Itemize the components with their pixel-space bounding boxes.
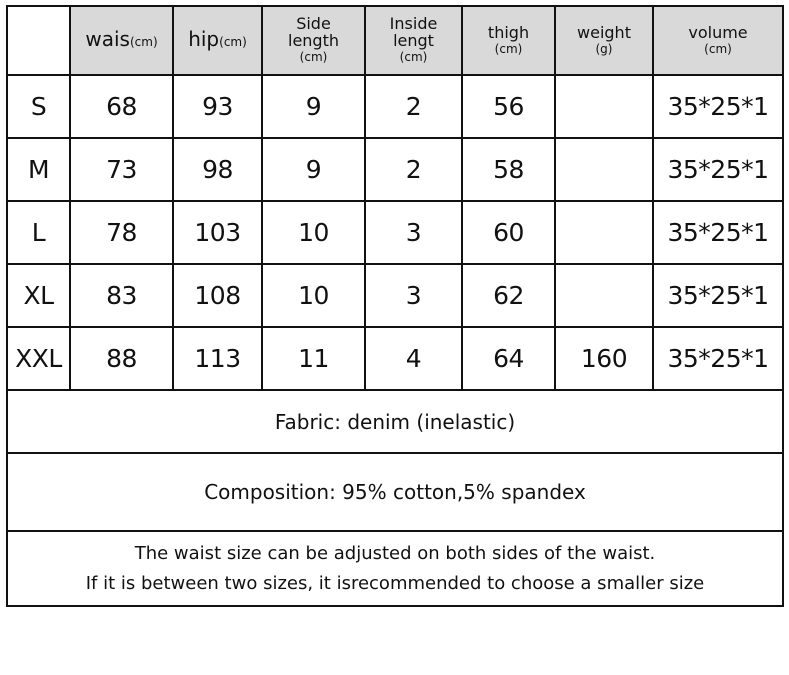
header-side-length: Side length (cm) (261, 5, 366, 76)
table-row: L 78 103 10 3 60 35*25*1 (6, 200, 784, 265)
cell-thigh: 60 (461, 200, 556, 265)
header-label: hip (188, 26, 220, 51)
header-unit: (cm) (399, 50, 428, 64)
cell-hip: 93 (172, 74, 263, 139)
header-label: weight (577, 22, 631, 42)
header-label: volume (688, 22, 748, 42)
header-unit: (cm) (704, 41, 732, 56)
cell-size: L (6, 200, 71, 265)
header-unit: (cm) (219, 34, 247, 49)
cell-hip: 108 (172, 263, 263, 328)
header-unit: (g) (595, 41, 613, 56)
cell-side-length: 9 (261, 74, 366, 139)
cell-waist: 68 (69, 74, 174, 139)
cell-volume: 35*25*1 (652, 137, 784, 202)
header-row: wais(cm) hip(cm) Side length (cm) Inside le… (6, 5, 784, 76)
cell-size: M (6, 137, 71, 202)
cell-volume: 35*25*1 (652, 263, 784, 328)
cell-waist: 88 (69, 326, 174, 391)
header-label: wais (85, 26, 130, 51)
cell-weight (554, 263, 654, 328)
cell-hip: 103 (172, 200, 263, 265)
cell-side-length: 10 (261, 200, 366, 265)
cell-hip: 98 (172, 137, 263, 202)
cell-inside-length: 3 (364, 263, 463, 328)
cell-volume: 35*25*1 (652, 74, 784, 139)
cell-waist: 73 (69, 137, 174, 202)
header-unit: (cm) (299, 50, 328, 64)
header-inside-length: Inside lengt (cm) (364, 5, 463, 76)
cell-side-length: 9 (261, 137, 366, 202)
cell-thigh: 58 (461, 137, 556, 202)
header-volume: volume (cm) (652, 5, 784, 76)
cell-side-length: 11 (261, 326, 366, 391)
cell-thigh: 62 (461, 263, 556, 328)
header-unit: (cm) (129, 34, 158, 49)
cell-inside-length: 2 (364, 137, 463, 202)
cell-waist: 83 (69, 263, 174, 328)
cell-side-length: 10 (261, 263, 366, 328)
header-waist: wais(cm) (69, 5, 174, 76)
cell-weight (554, 200, 654, 265)
cell-size: XXL (6, 326, 71, 391)
cell-hip: 113 (172, 326, 263, 391)
cell-waist: 78 (69, 200, 174, 265)
size-chart-table: wais(cm) hip(cm) Side length (cm) Inside le… (6, 5, 784, 607)
fabric-info: Fabric: denim (inelastic) (6, 389, 784, 454)
cell-volume: 35*25*1 (652, 200, 784, 265)
composition-info: Composition: 95% cotton,5% spandex (6, 452, 784, 532)
cell-weight: 160 (554, 326, 654, 391)
cell-inside-length: 2 (364, 74, 463, 139)
header-label: Inside (389, 14, 438, 33)
cell-thigh: 56 (461, 74, 556, 139)
cell-weight (554, 74, 654, 139)
header-thigh: thigh (cm) (461, 5, 556, 76)
table-row: XL 83 108 10 3 62 35*25*1 (6, 263, 784, 328)
note-line: If it is between two sizes, it isrecomme… (85, 572, 705, 594)
cell-size: S (6, 74, 71, 139)
header-label: Side (296, 14, 331, 33)
header-hip: hip(cm) (172, 5, 263, 76)
cell-weight (554, 137, 654, 202)
sizing-note: The waist size can be adjusted on both s… (6, 530, 784, 607)
cell-inside-length: 4 (364, 326, 463, 391)
note-line: The waist size can be adjusted on both s… (134, 542, 656, 564)
header-weight: weight (g) (554, 5, 654, 76)
table-row: XXL 88 113 11 4 64 160 35*25*1 (6, 326, 784, 391)
header-label: thigh (487, 22, 530, 42)
cell-thigh: 64 (461, 326, 556, 391)
table-row: M 73 98 9 2 58 35*25*1 (6, 137, 784, 202)
header-size-cell (6, 5, 71, 76)
header-label: length (288, 31, 339, 50)
cell-size: XL (6, 263, 71, 328)
header-unit: (cm) (494, 41, 523, 56)
cell-volume: 35*25*1 (652, 326, 784, 391)
table-row: S 68 93 9 2 56 35*25*1 (6, 74, 784, 139)
cell-inside-length: 3 (364, 200, 463, 265)
header-label: lengt (393, 31, 434, 50)
